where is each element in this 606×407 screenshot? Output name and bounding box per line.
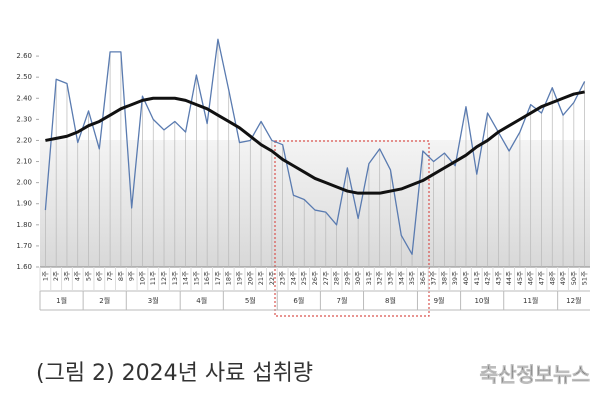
x-tick-label: 46주 <box>527 271 535 285</box>
x-tick-label: 33주 <box>386 271 394 285</box>
x-tick-label: 4주 <box>74 271 82 281</box>
y-tick-label: 2.40 <box>16 94 32 102</box>
month-label: 3월 <box>148 296 159 305</box>
month-label: 12월 <box>566 296 581 305</box>
x-tick-label: 15주 <box>192 271 200 285</box>
x-tick-label: 13주 <box>171 271 179 285</box>
x-tick-label: 2주 <box>52 271 60 281</box>
x-tick-label: 23주 <box>279 271 287 285</box>
x-tick-label: 34주 <box>397 271 405 285</box>
x-tick-label: 1주 <box>41 271 49 281</box>
x-tick-label: 12주 <box>160 271 168 285</box>
x-tick-label: 39주 <box>451 271 459 285</box>
x-tick-label: 42주 <box>484 271 492 285</box>
x-tick-label: 19주 <box>236 271 244 285</box>
trend-line <box>45 90 585 195</box>
x-tick-label: 47주 <box>537 271 545 285</box>
x-tick-label: 31주 <box>365 271 373 285</box>
x-tick-label: 40주 <box>462 271 470 285</box>
x-tick-label: 28주 <box>333 271 341 285</box>
data-line <box>44 38 586 255</box>
x-tick-label: 44주 <box>505 271 513 285</box>
x-tick-label: 45주 <box>516 271 524 285</box>
x-tick-label: 50주 <box>570 271 578 285</box>
x-tick-label: 51주 <box>581 271 589 285</box>
x-tick-label: 48주 <box>548 271 556 285</box>
y-tick-label: 2.00 <box>16 179 32 187</box>
x-tick-label: 43주 <box>494 271 502 285</box>
x-tick-label: 8주 <box>117 271 125 281</box>
x-tick-label: 32주 <box>376 271 384 285</box>
x-tick-label: 26주 <box>311 271 319 285</box>
month-label: 10월 <box>474 296 489 305</box>
watermark: 축산정보뉴스 <box>480 363 590 387</box>
highlight-box <box>274 140 430 317</box>
y-tick-label: 2.50 <box>16 73 32 81</box>
x-tick-label: 20주 <box>246 271 254 285</box>
month-label: 6월 <box>293 296 304 305</box>
x-tick-label: 25주 <box>300 271 308 285</box>
x-tick-label: 11주 <box>149 271 157 285</box>
month-label: 11월 <box>523 296 538 305</box>
x-tick-label: 17주 <box>214 271 222 285</box>
x-tick-label: 7주 <box>106 271 114 281</box>
x-tick-label: 41주 <box>473 271 481 285</box>
x-tick-label: 37주 <box>430 271 438 285</box>
caption: (그림 2) 2024년 사료 섭취량 <box>36 361 313 386</box>
y-tick-label: 2.20 <box>16 136 32 144</box>
x-tick-label: 3주 <box>63 271 71 281</box>
x-tick-label: 22주 <box>268 271 276 285</box>
y-tick-label: 1.80 <box>16 221 32 229</box>
month-label: 4월 <box>196 296 207 305</box>
x-tick-label: 36주 <box>419 271 427 285</box>
y-tick-label: 2.30 <box>16 115 32 123</box>
month-label: 7월 <box>337 296 348 305</box>
x-tick-label: 5주 <box>85 271 93 281</box>
month-label: 8월 <box>385 296 396 305</box>
y-tick-label: 2.10 <box>16 158 32 166</box>
x-tick-label: 16주 <box>203 271 211 285</box>
y-tick-label: 2.60 <box>16 52 32 60</box>
x-tick-label: 27주 <box>322 271 330 285</box>
y-tick-label: 1.60 <box>16 263 32 271</box>
month-label: 5월 <box>245 296 256 305</box>
x-tick-label: 10주 <box>138 271 146 285</box>
x-tick-label: 6주 <box>95 271 103 281</box>
x-tick-label: 49주 <box>559 271 567 285</box>
x-tick-label: 38주 <box>440 271 448 285</box>
x-tick-label: 9주 <box>128 271 136 281</box>
y-tick-label: 1.70 <box>16 242 32 250</box>
x-tick-label: 18주 <box>225 271 233 285</box>
y-tick-label: 1.90 <box>16 200 32 208</box>
x-tick-label: 24주 <box>289 271 297 285</box>
x-tick-label: 14주 <box>182 271 190 285</box>
month-label: 9월 <box>434 296 445 305</box>
x-tick-label: 35주 <box>408 271 416 285</box>
month-label: 2월 <box>99 296 110 305</box>
month-label: 1월 <box>56 296 67 305</box>
x-tick-label: 30주 <box>354 271 362 285</box>
x-tick-label: 21주 <box>257 271 265 285</box>
x-tick-label: 29주 <box>343 271 351 285</box>
